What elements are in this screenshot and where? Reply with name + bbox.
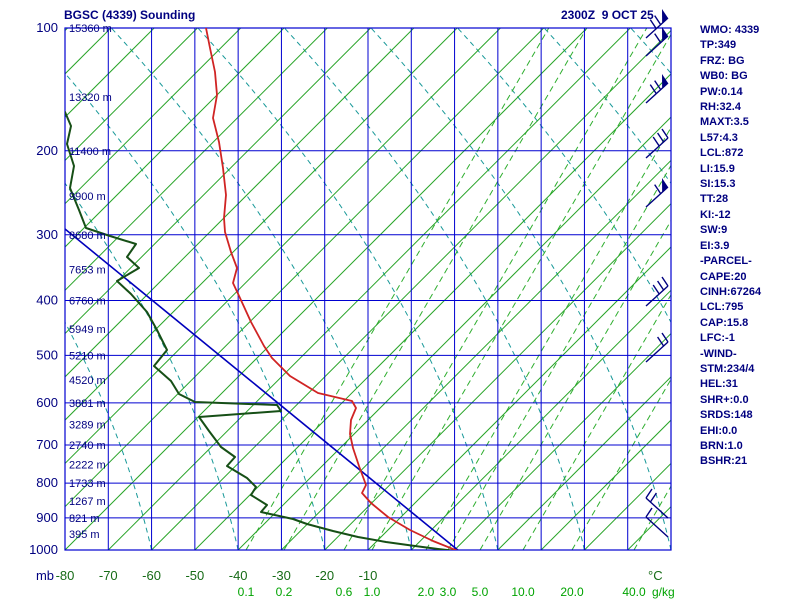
- dewpoint-trace: [65, 111, 457, 550]
- stat-line: CAP:15.8: [700, 316, 749, 329]
- height-label: 8680 m: [69, 230, 106, 242]
- mixing-ratio-label: 2.0: [418, 585, 435, 599]
- height-label: 3881 m: [69, 398, 106, 410]
- mixing-ratio-lines: [245, 28, 671, 550]
- temp-tick-label: -60: [142, 568, 161, 583]
- pressure-tick-label: 600: [36, 395, 58, 410]
- height-label: 7653 m: [69, 264, 106, 276]
- stat-line: BRN:1.0: [700, 439, 743, 452]
- pressure-tick-label: 500: [36, 347, 58, 362]
- stat-line: WB0: BG: [700, 70, 748, 83]
- pressure-tick-label: 400: [36, 293, 58, 308]
- height-label: 15360 m: [69, 23, 112, 35]
- pressure-tick-label: 700: [36, 437, 58, 452]
- stat-line: FRZ: BG: [700, 54, 745, 67]
- pressure-tick-label: 300: [36, 227, 58, 242]
- temp-tick-label: -50: [185, 568, 204, 583]
- mixing-ratio-label: 0.1: [238, 585, 255, 599]
- temp-tick-label: -20: [315, 568, 334, 583]
- wind-barbs: [645, 9, 669, 538]
- parcel-trace: [65, 228, 460, 550]
- temp-unit-label: °C: [648, 568, 663, 583]
- height-label: 4520 m: [69, 375, 106, 387]
- stat-line: LCL:795: [700, 301, 744, 314]
- mixing-ratio-label: 0.6: [336, 585, 353, 599]
- stat-line: RH:32.4: [700, 101, 741, 114]
- stat-line: KI:-12: [700, 208, 731, 221]
- height-label: 3289 m: [69, 420, 106, 432]
- stat-line: CINH:67264: [700, 285, 762, 298]
- mixing-ratio-label: 20.0: [560, 585, 584, 599]
- pressure-temp-grid: [64, 27, 672, 551]
- stat-line: L57:4.3: [700, 131, 738, 144]
- temperature-trace: [205, 28, 458, 550]
- stat-line: BSHR:21: [700, 455, 748, 468]
- chart-title: BGSC (4339) Sounding: [64, 8, 196, 22]
- axis-labels: 100 200 300 400 500 600 700 800 900 1000 mb 15360 m…: [29, 20, 675, 599]
- stat-line: EI:3.9: [700, 239, 730, 252]
- temp-tick-label: -70: [99, 568, 118, 583]
- stat-line: TP:349: [700, 39, 737, 52]
- mixing-unit-label: g/kg: [652, 585, 675, 599]
- stat-line: WMO: 4339: [700, 24, 760, 36]
- height-label: 1267 m: [69, 496, 106, 508]
- stat-line: CAPE:20: [700, 270, 747, 283]
- stat-line: SW:9: [700, 224, 728, 237]
- height-label: 9900 m: [69, 191, 106, 203]
- pressure-tick-label: 1000: [29, 542, 58, 557]
- stat-line: -PARCEL-: [700, 255, 752, 268]
- temp-tick-label: -30: [272, 568, 291, 583]
- stat-line: SRDS:148: [700, 409, 753, 422]
- mixing-ratio-label: 0.2: [276, 585, 293, 599]
- stat-line: TT:28: [700, 193, 729, 206]
- stat-line: SI:15.3: [700, 178, 736, 191]
- height-label: 5210 m: [69, 350, 106, 362]
- height-label: 395 m: [69, 529, 100, 541]
- sounding-traces: [65, 28, 460, 550]
- temp-tick-label: -10: [359, 568, 378, 583]
- stat-line: EHI:0.0: [700, 424, 738, 437]
- height-label: 2740 m: [69, 440, 106, 452]
- stat-line: STM:234/4: [700, 362, 755, 375]
- pressure-tick-label: 900: [36, 510, 58, 525]
- isotherm-lines: [65, 28, 671, 550]
- mixing-ratio-label: 5.0: [472, 585, 489, 599]
- stat-line: LCL:872: [700, 147, 744, 160]
- mixing-ratio-label: 40.0: [622, 585, 646, 599]
- pressure-unit-label: mb: [36, 568, 54, 583]
- mixing-ratio-label: 10.0: [511, 585, 535, 599]
- chart-datetime: 2300Z 9 OCT 25: [561, 8, 654, 22]
- pressure-tick-label: 200: [36, 143, 58, 158]
- stat-line: PW:0.14: [700, 85, 743, 98]
- height-label: 11400 m: [69, 146, 111, 158]
- moist-adiabat-lines: [65, 28, 671, 550]
- stat-line: HEL:31: [700, 378, 738, 391]
- stat-line: LFC:-1: [700, 332, 735, 345]
- stat-line: -WIND-: [700, 347, 737, 360]
- height-label: 821 m: [69, 513, 100, 525]
- stats-panel: WMO: 4339 TP:349 FRZ: BG WB0: BG PW:0.14 RH:3…: [700, 23, 761, 470]
- height-label: 1733 m: [69, 478, 106, 490]
- temp-tick-label: -40: [229, 568, 248, 583]
- stat-line: SHR+:0.0: [700, 393, 749, 406]
- height-label: 2222 m: [69, 460, 106, 472]
- height-label: 6760 m: [69, 296, 106, 308]
- pressure-tick-label: 100: [36, 20, 58, 35]
- pressure-tick-label: 800: [36, 475, 58, 490]
- mixing-ratio-label: 1.0: [364, 585, 381, 599]
- stat-line: LI:15.9: [700, 162, 735, 175]
- stat-line: MAXT:3.5: [700, 116, 749, 129]
- height-label: 13320 m: [69, 92, 112, 104]
- height-label: 5949 m: [69, 324, 106, 336]
- temp-tick-label: -80: [56, 568, 75, 583]
- mixing-ratio-label: 3.0: [440, 585, 457, 599]
